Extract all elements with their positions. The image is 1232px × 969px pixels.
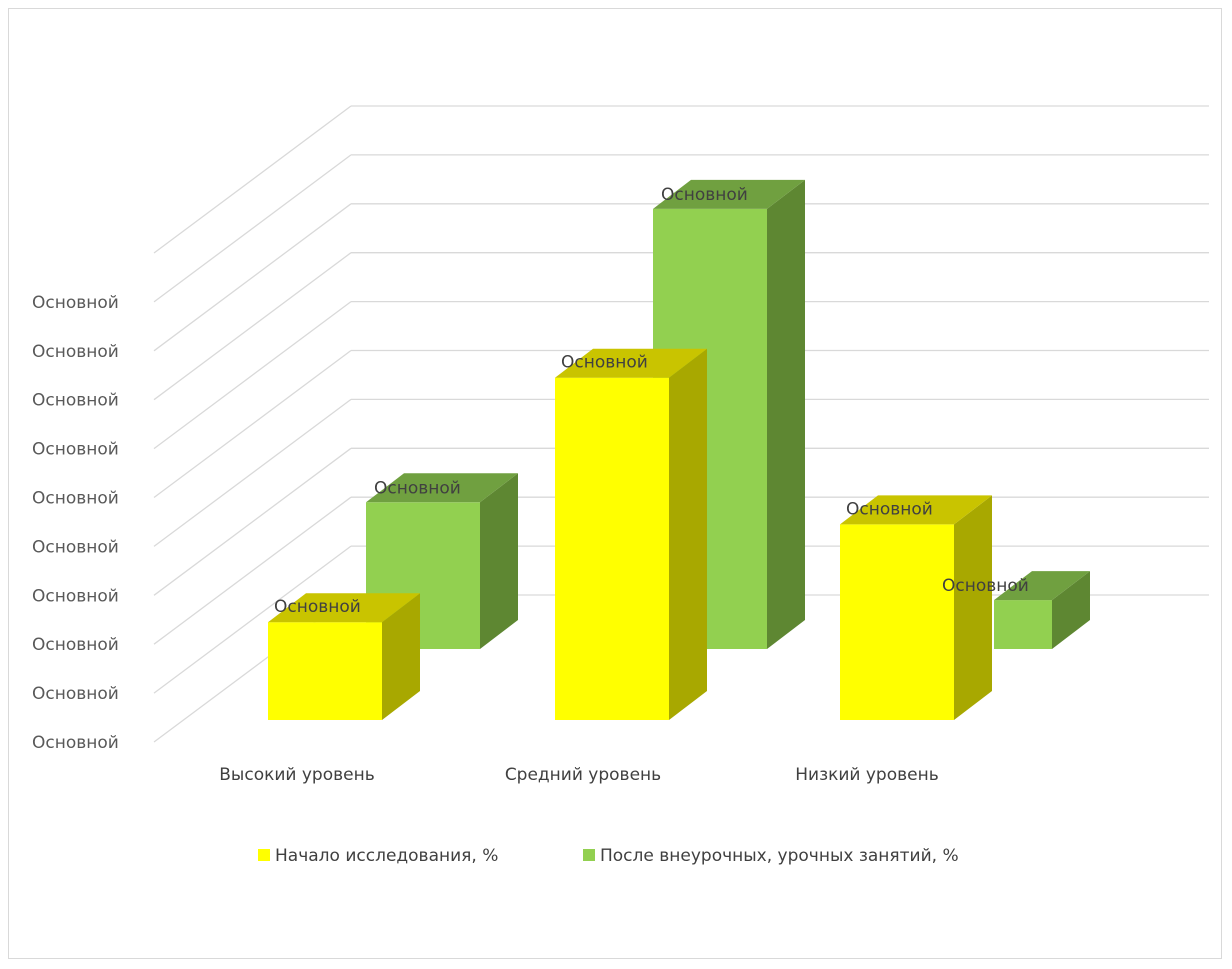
bar-series2-1-top <box>366 473 518 503</box>
data-label-series2-3: Основной <box>942 576 1029 596</box>
bar-series2-3-top <box>994 571 1090 601</box>
legend-swatch <box>258 849 270 861</box>
bar-series1-1-side <box>382 593 420 720</box>
y-tick-label: Основной <box>32 684 119 704</box>
bar-series2-3-side <box>1052 571 1090 649</box>
y-tick-label: Основной <box>32 635 119 655</box>
chart-area: Основной Основной Основной Основной Основной… <box>8 8 1222 959</box>
bar-series1-2-front <box>555 377 669 720</box>
chart-svg: Основной Основной Основной Основной Основной… <box>32 105 1209 866</box>
y-tick-label: Основной <box>32 537 119 557</box>
bar-series1-3 <box>840 495 992 720</box>
gridline-side <box>153 447 352 596</box>
category-label: Средний уровень <box>505 765 661 785</box>
gridline-side <box>153 301 352 450</box>
gridline-side <box>153 349 352 499</box>
legend-item[interactable]: Начало исследования, % <box>258 846 498 866</box>
gridline-side <box>153 398 352 547</box>
y-tick-label: Основной <box>32 391 119 411</box>
bar-series2-2-side <box>767 179 805 649</box>
y-tick-label: Основной <box>32 342 119 362</box>
bar-series2-3-front <box>994 600 1052 649</box>
bar-series1-1 <box>268 593 420 720</box>
gridline-side <box>153 252 352 401</box>
bar-series2-3 <box>994 571 1090 649</box>
bar-series2-1-side <box>480 473 518 649</box>
data-label-series1-2: Основной <box>561 353 648 373</box>
bar-series1-3-top <box>840 495 992 525</box>
bar-series1-1-front <box>268 622 382 720</box>
legend-label: Начало исследования, % <box>275 846 498 866</box>
bar-series1-2-side <box>669 348 707 720</box>
category-label: Низкий уровень <box>795 765 939 785</box>
data-label-series2-2: Основной <box>661 185 748 205</box>
legend-item[interactable]: После внеурочных, урочных занятий, % <box>583 846 959 866</box>
y-tick-label: Основной <box>32 733 119 753</box>
bar-series1-2 <box>555 348 707 720</box>
data-label-series1-1: Основной <box>274 597 361 617</box>
data-label-series2-1: Основной <box>374 478 461 498</box>
gridline-side <box>153 496 352 645</box>
y-tick-label: Основной <box>32 293 119 313</box>
bar-series1-2-top <box>555 348 707 378</box>
y-tick-label: Основной <box>32 440 119 460</box>
category-label: Высокий уровень <box>219 765 374 785</box>
legend-label: После внеурочных, урочных занятий, % <box>600 846 959 866</box>
gridline-side <box>153 154 352 303</box>
bar-series1-3-front <box>840 524 954 720</box>
y-tick-label: Основной <box>32 586 119 606</box>
bar-series1-3-side <box>954 495 992 720</box>
data-label-series1-3: Основной <box>846 499 933 519</box>
gridline-side <box>153 545 352 694</box>
gridline-side <box>153 105 352 254</box>
bar-series1-1-top <box>268 593 420 623</box>
gridline-side <box>153 203 352 352</box>
bar-series2-2-top <box>653 179 805 209</box>
legend-swatch <box>583 849 595 861</box>
y-tick-label: Основной <box>32 489 119 509</box>
